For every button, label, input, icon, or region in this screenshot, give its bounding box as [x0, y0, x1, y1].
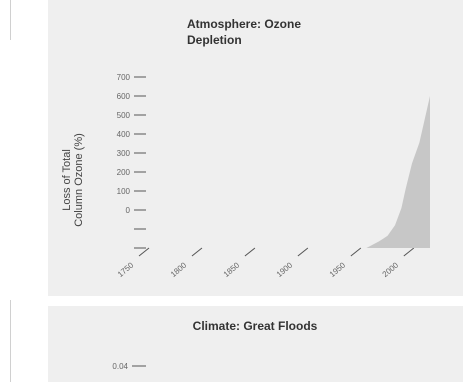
ozone-x-tick-mark	[350, 247, 362, 257]
ozone-y-axis-label: Loss of Total Column Ozone (%)	[61, 133, 85, 227]
edge-rule-bottom	[10, 300, 11, 382]
ozone-x-ticks: 1750 1800 1850 1900 1950 2000	[116, 247, 415, 279]
ozone-y-tick-label: 100	[117, 187, 131, 196]
ozone-x-tick-label: 2000	[381, 260, 401, 279]
ozone-x-tick-mark	[403, 247, 415, 257]
ozone-y-tick-label: 600	[117, 92, 131, 101]
ozone-y-tick-label: 400	[117, 130, 131, 139]
ozone-chart-svg: Atmosphere: Ozone Depletion Loss of Tota…	[61, 17, 430, 279]
ozone-chart-panel: Atmosphere: Ozone Depletion Loss of Tota…	[48, 0, 463, 296]
ozone-x-tick-label: 1950	[328, 260, 348, 279]
ozone-x-tick-mark	[191, 247, 203, 257]
ozone-y-tick-label: 700	[117, 73, 131, 82]
ozone-title-line-2: Depletion	[187, 33, 242, 47]
ozone-y-tick-label: 200	[117, 168, 131, 177]
ozone-x-tick-mark	[297, 247, 309, 257]
floods-y-ticks: 0.04	[112, 362, 146, 371]
left-edge	[0, 0, 12, 382]
floods-title: Climate: Great Floods	[193, 319, 318, 333]
ozone-x-tick-mark	[138, 247, 150, 257]
ozone-area-series	[366, 96, 430, 248]
ozone-x-tick-label: 1750	[116, 260, 136, 279]
floods-y-tick-label: 0.04	[112, 362, 128, 371]
ozone-x-tick-label: 1900	[275, 260, 295, 279]
ozone-title-line-1: Atmosphere: Ozone	[187, 17, 301, 31]
ozone-x-tick-label: 1850	[222, 260, 242, 279]
ozone-x-tick-label: 1800	[169, 260, 189, 279]
ozone-y-tick-label: 0	[126, 206, 131, 215]
ozone-y-ticks: 700 600 500 400 300 200 100 0	[117, 73, 146, 249]
ozone-x-tick-mark	[244, 247, 256, 257]
ozone-y-tick-label: 500	[117, 111, 131, 120]
ozone-title: Atmosphere: Ozone Depletion	[187, 17, 301, 47]
ozone-y-axis-label-line-1: Loss of Total	[61, 149, 73, 211]
floods-chart-svg: Climate: Great Floods 0.04	[112, 319, 318, 371]
ozone-y-axis-label-line-2: Column Ozone (%)	[73, 133, 85, 227]
floods-chart-panel: Climate: Great Floods 0.04	[48, 306, 463, 382]
ozone-y-tick-label: 300	[117, 149, 131, 158]
edge-rule-top	[10, 0, 11, 40]
